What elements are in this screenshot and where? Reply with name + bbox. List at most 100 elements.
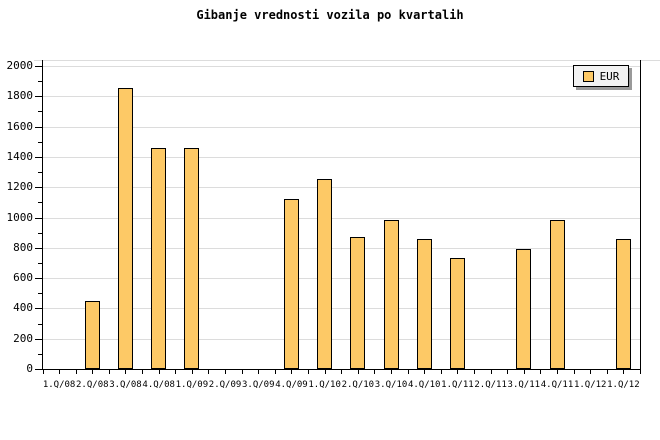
- x-tick-label: 3.Q/10: [374, 380, 408, 390]
- x-tick: [407, 369, 409, 374]
- x-tick: [241, 369, 243, 374]
- y-tick-major: [35, 217, 42, 219]
- x-tick: [424, 369, 426, 374]
- y-tick-label: 1400: [6, 149, 34, 163]
- gridline: [42, 247, 640, 249]
- bar: [383, 219, 399, 369]
- x-tick: [440, 369, 442, 374]
- bar: [449, 258, 465, 369]
- y-tick-major: [35, 126, 42, 128]
- gridline: [42, 308, 640, 310]
- y-axis-line: [42, 60, 43, 369]
- x-tick: [474, 369, 476, 374]
- y-tick-label: 200: [13, 331, 33, 345]
- y-tick-label: 1200: [6, 180, 34, 194]
- x-tick: [357, 369, 359, 374]
- x-tick: [258, 369, 260, 374]
- x-tick: [606, 369, 608, 374]
- bar: [350, 237, 366, 369]
- y-tick-label: 2000: [6, 59, 34, 72]
- x-axis-line: [42, 369, 641, 370]
- x-tick-label: 3.Q/11: [507, 380, 541, 390]
- x-tick-label: 2.Q/10: [341, 380, 375, 390]
- y-tick-minor: [38, 81, 42, 83]
- x-tick-label: 4.Q/09: [275, 380, 308, 390]
- x-tick: [75, 369, 77, 374]
- x-tick: [108, 369, 110, 374]
- gridline: [42, 156, 640, 158]
- x-tick: [374, 369, 376, 374]
- y-tick-major: [35, 187, 42, 189]
- x-tick: [457, 369, 459, 374]
- y-tick-label: 1000: [6, 210, 34, 224]
- legend-swatch-icon: [582, 70, 594, 82]
- x-tick: [391, 369, 393, 374]
- y-tick-major: [35, 338, 42, 340]
- x-tick-label: 2.Q/09: [208, 380, 242, 390]
- y-tick-major: [35, 369, 42, 370]
- gridline: [42, 66, 640, 67]
- gridline: [42, 217, 640, 219]
- x-tick: [640, 369, 641, 374]
- x-tick: [92, 369, 94, 374]
- x-tick: [308, 369, 310, 374]
- gridline: [42, 96, 640, 98]
- y-tick-major: [35, 66, 42, 67]
- y-tick-minor: [38, 353, 42, 355]
- y-tick-minor: [38, 232, 42, 234]
- x-tick: [225, 369, 227, 374]
- y-tick-minor: [38, 111, 42, 113]
- y-tick-label: 1800: [6, 89, 34, 103]
- y-tick-label: 600: [13, 271, 33, 285]
- y-tick-minor: [38, 172, 42, 174]
- y-tick-major: [35, 278, 42, 280]
- gridline: [42, 126, 640, 128]
- x-tick: [175, 369, 177, 374]
- bar: [184, 147, 200, 369]
- x-tick: [291, 369, 293, 374]
- y-tick-minor: [38, 262, 42, 264]
- x-tick: [341, 369, 343, 374]
- bar: [283, 198, 299, 369]
- bar: [416, 238, 432, 369]
- x-tick: [274, 369, 276, 374]
- x-tick: [540, 369, 542, 374]
- gridline: [42, 187, 640, 189]
- plot-top-border: [34, 60, 660, 61]
- x-tick: [573, 369, 575, 374]
- x-tick: [59, 369, 61, 374]
- x-tick-label: 1.Q/12: [573, 380, 607, 390]
- gridline: [42, 278, 640, 280]
- x-tick-label: 1.Q/08: [42, 380, 76, 390]
- bar: [117, 87, 133, 369]
- x-tick-label: 1.Q/11: [441, 380, 474, 390]
- x-tick-label: 2.Q/11: [474, 380, 507, 390]
- chart-title: Gibanje vrednosti vozila po kvartalih: [196, 8, 464, 22]
- x-tick: [490, 369, 492, 374]
- y-tick-major: [35, 308, 42, 310]
- y-tick-minor: [38, 323, 42, 325]
- x-tick: [590, 369, 592, 374]
- bar: [84, 300, 100, 369]
- y-tick-minor: [38, 141, 42, 143]
- y-tick-minor: [38, 293, 42, 295]
- x-tick-label: 1.Q/09: [175, 380, 209, 390]
- y-tick-major: [35, 156, 42, 158]
- gridline: [42, 338, 640, 340]
- x-tick-label: 2.Q/08: [76, 380, 109, 390]
- y-tick-major: [35, 96, 42, 98]
- x-tick: [324, 369, 326, 374]
- bar: [516, 248, 532, 369]
- bar: [615, 238, 631, 369]
- x-tick-label: 4.Q/08: [142, 380, 175, 390]
- x-tick-label: 3.Q/09: [241, 380, 275, 390]
- y-tick-label: 400: [13, 301, 33, 315]
- y-tick-label: 1600: [6, 119, 34, 133]
- x-tick: [142, 369, 144, 374]
- x-tick: [507, 369, 509, 374]
- y-tick-minor: [38, 202, 42, 204]
- bar: [317, 178, 333, 369]
- plot-right-border: [640, 60, 641, 370]
- x-tick: [557, 369, 558, 374]
